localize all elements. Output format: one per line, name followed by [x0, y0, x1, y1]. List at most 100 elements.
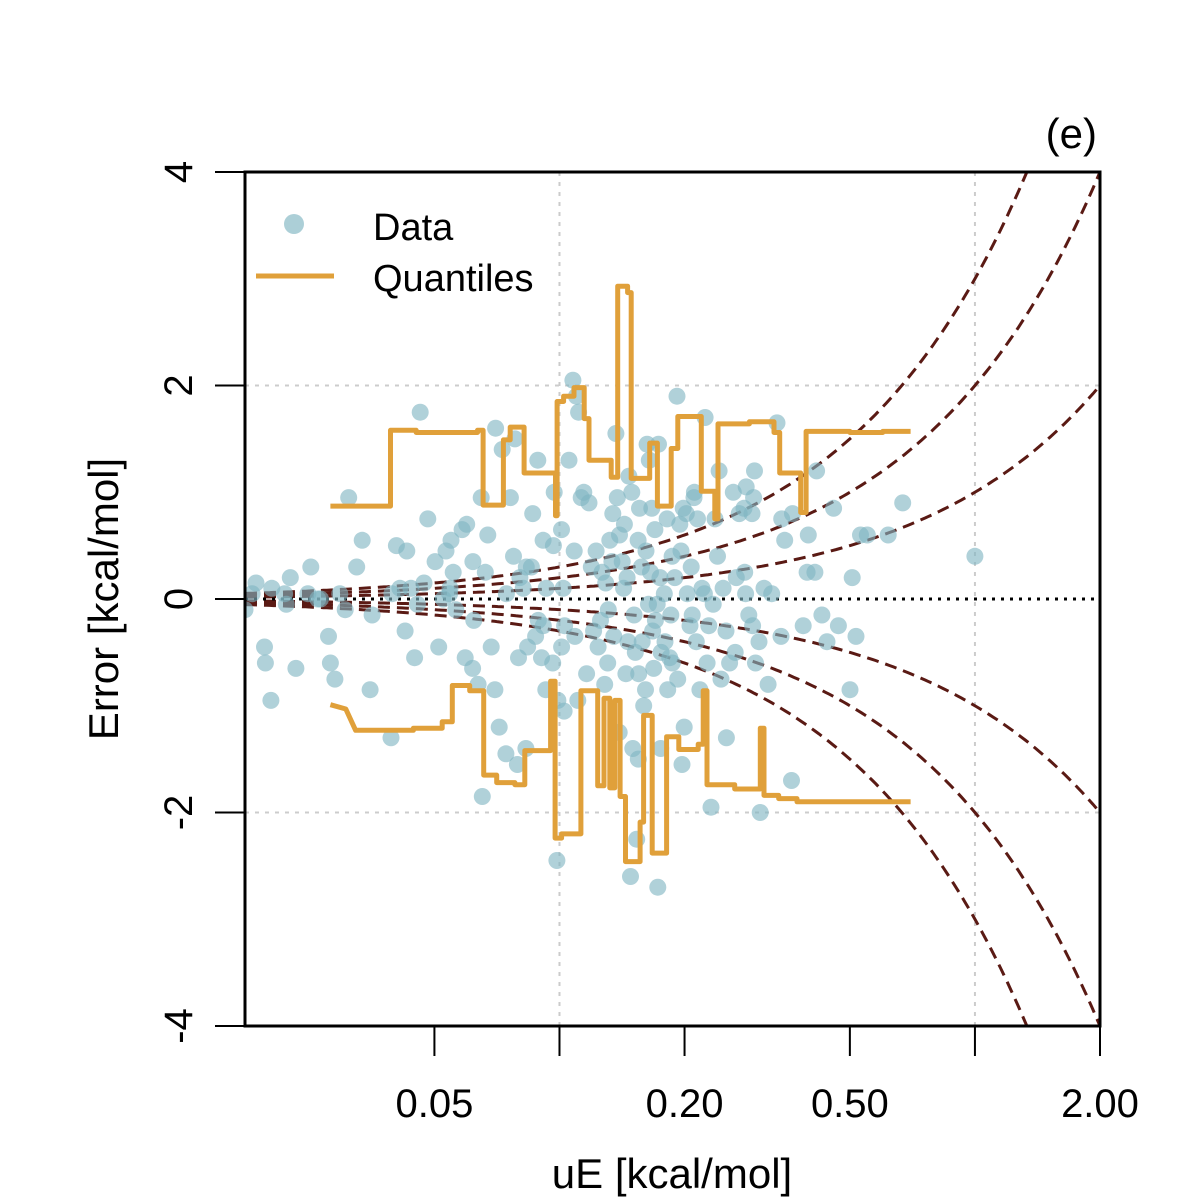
x-tick-label: 0.20 — [646, 1082, 724, 1126]
data-point — [617, 665, 635, 683]
data-point — [553, 521, 570, 539]
data-point — [736, 563, 754, 581]
data-point — [599, 654, 617, 672]
data-point — [476, 563, 494, 581]
x-tick-label: 0.05 — [395, 1082, 473, 1126]
data-point — [566, 627, 584, 645]
legend-data-label: Data — [373, 207, 454, 249]
y-axis-title: Error [kcal/mol] — [80, 458, 127, 740]
data-point — [501, 489, 519, 507]
data-point — [247, 574, 265, 592]
data-point — [635, 697, 653, 715]
data-point — [490, 718, 508, 736]
data-point — [497, 585, 515, 603]
data-point — [618, 569, 636, 587]
data-point — [858, 526, 876, 544]
data-point — [631, 499, 648, 517]
data-point — [668, 387, 686, 405]
data-point — [281, 569, 299, 587]
data-point — [321, 654, 339, 672]
data-point — [613, 553, 631, 571]
data-point — [685, 483, 703, 501]
data-point — [514, 579, 532, 597]
y-tick-label: 2 — [157, 374, 201, 396]
data-point — [879, 526, 897, 544]
y-tick-label: 0 — [157, 588, 201, 610]
data-point — [287, 659, 305, 677]
data-point — [794, 617, 812, 635]
data-point — [813, 606, 831, 624]
data-point — [464, 553, 482, 571]
prob-curve-3-lower — [245, 603, 1029, 1026]
data-point — [700, 617, 718, 635]
data-point — [465, 611, 483, 629]
data-point — [628, 830, 646, 848]
data-point — [772, 627, 790, 645]
data-point — [744, 617, 762, 635]
data-point — [658, 510, 676, 528]
data-point — [675, 718, 693, 736]
data-point — [704, 595, 722, 613]
y-tick-label: -2 — [157, 795, 201, 831]
data-point — [589, 638, 607, 656]
data-point — [672, 542, 690, 560]
data-point — [682, 558, 700, 576]
data-point — [745, 489, 763, 507]
data-point — [759, 675, 777, 693]
data-points — [245, 371, 984, 896]
data-point — [430, 638, 448, 656]
data-point — [537, 579, 555, 597]
data-point — [444, 563, 462, 581]
data-point — [426, 553, 444, 571]
data-point — [608, 489, 626, 507]
data-point — [649, 878, 667, 896]
data-point — [687, 633, 705, 651]
y-tick-label: -4 — [157, 1008, 201, 1044]
data-point — [651, 569, 669, 587]
data-point — [312, 590, 329, 608]
data-point — [398, 542, 416, 560]
data-point — [597, 574, 615, 592]
data-point — [847, 627, 865, 645]
data-point — [353, 531, 371, 549]
data-point — [599, 601, 617, 619]
data-point — [604, 505, 622, 523]
data-point — [419, 510, 437, 528]
data-point — [743, 505, 761, 523]
data-point — [587, 542, 605, 560]
data-point — [580, 494, 598, 512]
data-point — [548, 852, 566, 869]
data-point — [605, 627, 623, 645]
data-point — [637, 681, 654, 699]
data-point — [714, 579, 732, 597]
data-point — [843, 569, 861, 587]
data-point — [698, 654, 716, 672]
data-point — [544, 537, 562, 555]
data-point — [637, 542, 655, 560]
data-point — [724, 483, 742, 501]
data-point — [783, 772, 800, 789]
data-point — [361, 681, 379, 699]
data-point — [784, 505, 801, 523]
data-point — [578, 665, 596, 683]
data-point — [646, 521, 664, 539]
data-point — [799, 526, 817, 544]
data-point — [717, 622, 735, 640]
data-point — [702, 798, 720, 816]
legend: Data Quantiles — [256, 207, 534, 300]
data-point — [402, 579, 420, 597]
data-point — [565, 542, 583, 560]
data-point — [709, 547, 726, 565]
data-point — [666, 569, 684, 587]
x-tick-label: 0.50 — [811, 1082, 889, 1126]
data-point — [406, 649, 424, 667]
x-tick-label: 2.00 — [1061, 1082, 1139, 1126]
data-point — [447, 601, 465, 619]
data-point — [750, 633, 768, 651]
data-point — [683, 606, 701, 624]
data-point — [505, 547, 522, 565]
data-point — [808, 462, 826, 480]
data-point — [482, 638, 500, 656]
data-point — [966, 547, 984, 565]
data-point — [663, 654, 681, 672]
